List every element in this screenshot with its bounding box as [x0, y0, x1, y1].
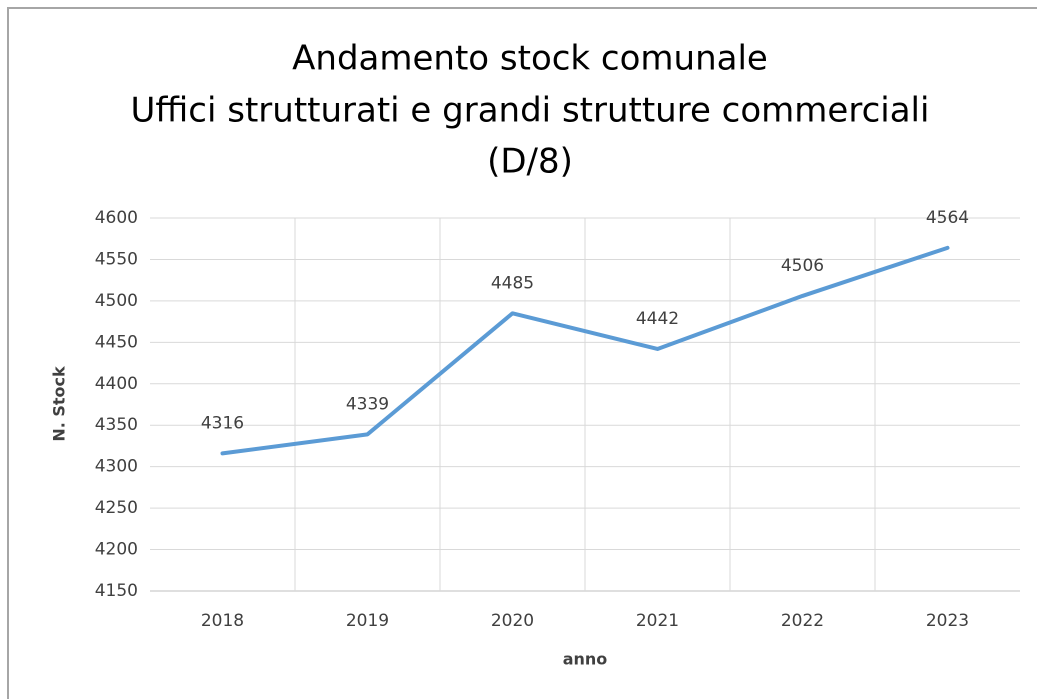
x-tick-label: 2020 — [491, 611, 534, 631]
y-tick-label: 4600 — [95, 208, 138, 228]
y-tick-label: 4300 — [95, 457, 138, 477]
chart-frame — [7, 7, 1037, 699]
y-axis-label: N. Stock — [50, 366, 69, 442]
x-axis-label: anno — [563, 650, 608, 669]
data-label: 4442 — [636, 309, 679, 329]
x-tick-label: 2019 — [346, 611, 389, 631]
x-tick-label: 2018 — [201, 611, 244, 631]
y-tick-label: 4150 — [95, 581, 138, 601]
x-tick-label: 2023 — [926, 611, 969, 631]
y-tick-label: 4400 — [95, 374, 138, 394]
data-label: 4339 — [346, 394, 389, 414]
data-label: 4506 — [781, 256, 824, 276]
data-label: 4316 — [201, 413, 244, 433]
y-tick-label: 4200 — [95, 540, 138, 560]
y-tick-label: 4450 — [95, 332, 138, 352]
y-tick-label: 4500 — [95, 291, 138, 311]
chart-title: Uffici strutturati e grandi strutture co… — [131, 91, 930, 131]
data-label: 4485 — [491, 273, 534, 293]
chart-title: (D/8) — [487, 142, 573, 182]
chart-title: Andamento stock comunale — [292, 39, 768, 79]
x-tick-label: 2022 — [781, 611, 824, 631]
y-tick-label: 4550 — [95, 249, 138, 269]
line — [220, 245, 950, 456]
y-tick-label: 4350 — [95, 415, 138, 435]
data-label: 4564 — [926, 208, 969, 228]
x-tick-label: 2021 — [636, 611, 679, 631]
y-tick-label: 4250 — [95, 498, 138, 518]
